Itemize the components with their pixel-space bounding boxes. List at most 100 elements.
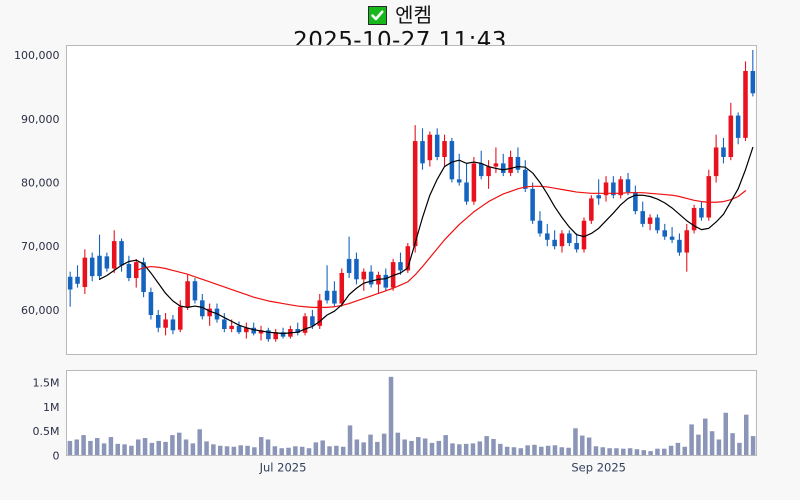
candlestick [515,147,521,173]
candlestick [111,230,117,273]
volume-bar [354,439,360,456]
volume-bar [135,439,141,456]
volume-bar [648,451,653,456]
candlestick [236,321,242,335]
candlestick [750,49,756,97]
volume-bar [170,435,175,456]
volume-panel-border [66,370,757,456]
candlestick [743,61,748,142]
price-ytick-label: 100,000 [14,49,60,62]
volume-bar [668,445,674,456]
volume-bar [463,443,469,456]
volume-bar [621,448,626,456]
volume-bar [108,437,114,456]
volume-bar [94,438,100,456]
volume-bar [641,450,647,456]
candlestick [324,265,330,304]
candlestick [603,176,609,202]
candlestick [611,176,616,199]
candlestick [691,204,697,234]
volume-bar [518,448,524,456]
candlestick [361,268,367,291]
price-panel[interactable] [66,45,757,355]
candlestick [427,131,433,167]
candlestick [449,137,455,183]
candlestick [478,150,484,180]
candlestick [148,287,154,320]
volume-bar [709,431,715,456]
volume-bar [484,436,489,456]
candlestick [434,128,440,161]
candlestick [273,329,278,342]
volume-bar [74,439,80,456]
candlestick [442,134,447,167]
volume-bar [279,448,284,456]
volume-bar [737,442,742,456]
volume-bar [388,376,394,456]
candlestick [471,156,477,205]
price-ytick-label: 90,000 [21,113,60,126]
volume-bar [190,443,196,456]
volume-bar [422,438,428,456]
volume-bar [689,424,694,456]
candlestick [640,201,645,228]
volume-bar [443,435,448,456]
candlestick [89,252,95,282]
candlestick [200,293,205,320]
volume-bar [265,439,271,456]
volume-bar [655,448,660,456]
volume-bar [163,441,168,456]
candlestick [567,230,572,247]
volume-bar [716,439,722,456]
volume-bar [381,433,387,456]
candlestick [545,223,550,247]
candlestick [633,185,638,215]
volume-bar [347,425,353,456]
volume-bar [395,432,401,456]
volume-bar [81,435,86,456]
volume-bar [224,446,230,456]
volume-ytick-label: 0 [53,450,60,463]
candlestick [332,281,337,307]
candlestick [596,179,601,205]
volume-bar [457,444,462,456]
moving-average-line [135,185,747,308]
candlestick [677,233,682,256]
candlestick [721,137,726,164]
volume-bar [299,446,305,456]
volume-bar [593,446,599,456]
volume-bar [511,447,517,456]
volume-ytick-label: 1.5M [33,377,60,390]
candlestick [97,234,102,280]
candlestick [354,252,359,285]
volume-bar [320,440,325,456]
volume-bar [204,441,209,456]
volume-bar [334,445,339,456]
volume-bar [634,449,640,456]
candlestick [559,230,565,253]
volume-bar [183,439,189,456]
candlestick [699,201,704,221]
candlestick [170,314,176,335]
volume-bar [258,437,264,456]
volume-bar [627,448,633,456]
candlestick [390,258,396,291]
price-plot-area [66,45,757,355]
volume-bar [675,442,681,456]
candlestick [647,214,653,231]
volume-bar [368,434,373,456]
page-title: 엔켐 [395,3,432,27]
volume-bar [197,429,202,456]
volume-bar [375,441,380,456]
volume-panel[interactable] [66,370,757,456]
candlestick [346,236,352,279]
volume-bar [293,446,298,456]
volume-bar [450,443,455,456]
candlestick [735,112,741,145]
candlestick [155,309,161,333]
volume-bar [436,440,442,456]
candlestick [669,227,675,244]
candlestick [728,102,734,161]
candlestick [530,182,535,224]
